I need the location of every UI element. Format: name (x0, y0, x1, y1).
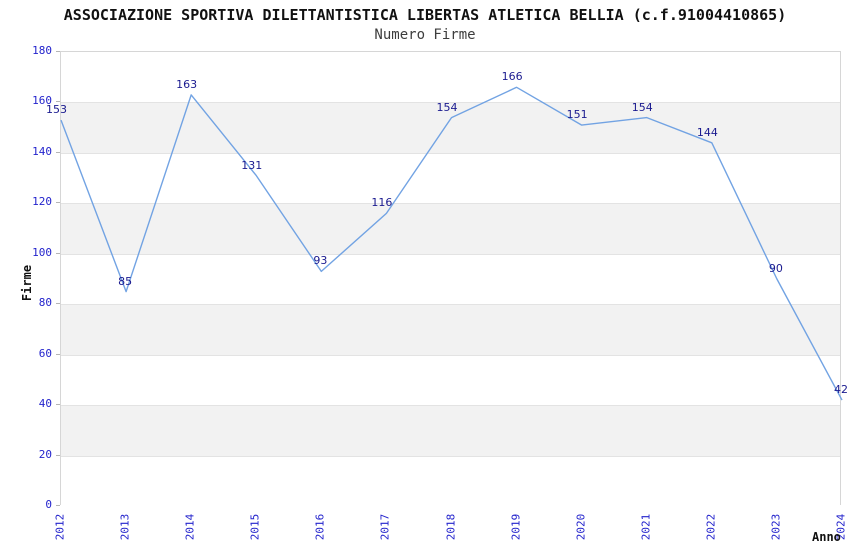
value-label: 166 (501, 70, 523, 84)
y-tick-label: 40 (38, 397, 52, 411)
y-tick-label: 120 (32, 195, 52, 209)
value-label: 131 (241, 158, 263, 172)
x-axis-title: Anno (812, 530, 841, 544)
background-band (61, 304, 840, 355)
y-tick-mark (56, 404, 60, 406)
background-band (61, 102, 840, 153)
x-tick-label: 2022 (704, 513, 718, 541)
background-band (61, 455, 840, 506)
value-label: 93 (313, 254, 328, 268)
x-tick-label: 2013 (118, 513, 132, 541)
chart-title: ASSOCIAZIONE SPORTIVA DILETTANTISTICA LI… (63, 6, 787, 24)
gridline (61, 102, 840, 104)
y-tick-mark (56, 101, 60, 103)
value-label: 42 (834, 383, 848, 397)
y-tick-label: 100 (32, 245, 52, 259)
y-tick-mark (56, 202, 60, 204)
x-tick-label: 2017 (378, 513, 392, 541)
gridline (61, 455, 840, 457)
y-tick-label: 20 (38, 447, 52, 461)
gridline (61, 354, 840, 356)
value-label: 154 (631, 100, 653, 114)
y-tick-label: 160 (32, 94, 52, 108)
y-tick-label: 140 (32, 144, 52, 158)
y-tick-mark (56, 252, 60, 254)
gridline (61, 405, 840, 407)
x-tick-label: 2023 (769, 513, 783, 541)
background-band (61, 152, 840, 204)
x-tick-label: 2018 (444, 513, 457, 541)
y-tick-label: 80 (38, 296, 52, 310)
x-tick-label: 2014 (183, 513, 197, 541)
value-label: 144 (696, 125, 718, 139)
value-label: 151 (566, 108, 588, 122)
x-tick-label: 2012 (53, 513, 67, 541)
y-tick-label: 180 (32, 44, 52, 57)
value-label: 153 (46, 103, 67, 117)
background-band (61, 253, 840, 305)
chart-subtitle: Numero Firme (374, 27, 476, 43)
background-band (61, 203, 840, 254)
x-tick-label: 2019 (509, 513, 523, 541)
x-tick-label: 2016 (313, 513, 327, 541)
x-tick-label: 2021 (639, 513, 653, 541)
value-label: 116 (371, 196, 393, 210)
y-tick-mark (56, 353, 60, 355)
line-series-path (60, 86, 843, 401)
background-band (61, 52, 840, 103)
y-tick-label: 60 (38, 346, 52, 360)
y-tick-mark (56, 454, 60, 456)
gridline (61, 304, 840, 306)
y-tick-mark (56, 505, 60, 506)
gridline (61, 152, 840, 154)
value-label: 163 (176, 77, 198, 91)
value-label: 90 (768, 262, 783, 275)
value-label: 85 (118, 274, 133, 288)
gridline (61, 203, 840, 205)
y-axis-title: Firme (20, 264, 34, 302)
background-band (61, 405, 840, 456)
x-tick-label: 2015 (248, 513, 262, 541)
y-tick-mark (56, 151, 60, 153)
value-label: 154 (436, 100, 458, 114)
background-band (61, 354, 840, 406)
y-tick-mark (56, 51, 60, 52)
line-series-svg (60, 86, 843, 401)
y-tick-label: 0 (45, 498, 52, 511)
plot-area (60, 51, 843, 506)
y-tick-mark (56, 303, 60, 305)
x-tick-label: 2020 (574, 513, 588, 541)
gridline (61, 253, 840, 255)
